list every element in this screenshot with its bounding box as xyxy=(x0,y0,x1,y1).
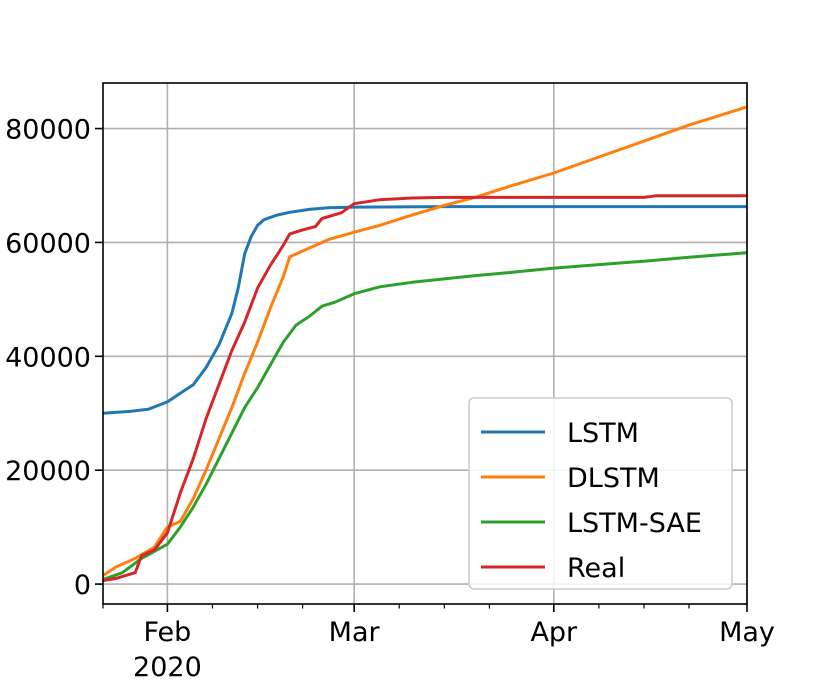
x-tick-label: Feb xyxy=(143,617,191,648)
x-tick-label: Apr xyxy=(530,617,578,648)
y-tick-label: 20000 xyxy=(5,456,91,487)
y-tick-label: 40000 xyxy=(5,342,91,373)
y-tick-label: 60000 xyxy=(5,228,91,259)
y-axis: 0 20000 40000 60000 80000 xyxy=(5,115,103,601)
series-line-real xyxy=(103,194,747,583)
y-tick-label: 0 xyxy=(74,570,91,601)
series-lines xyxy=(103,105,747,583)
plot-frame xyxy=(102,82,748,605)
x-axis: Feb 2020 Mar Apr May xyxy=(102,604,775,683)
series-line-lstm xyxy=(103,205,747,415)
x-tick-label: May xyxy=(719,617,775,648)
legend-label: LSTM xyxy=(567,418,639,449)
legend-label: DLSTM xyxy=(567,463,660,494)
legend-label: Real xyxy=(567,553,625,584)
x-tick-sublabel: 2020 xyxy=(133,652,202,683)
legend: LSTM DLSTM LSTM-SAE Real xyxy=(468,397,733,590)
series-line-dlstm xyxy=(103,105,747,577)
legend-box xyxy=(468,397,733,590)
grid-lines xyxy=(103,83,748,604)
series-line-lstm-sae xyxy=(103,251,747,581)
y-tick-label: 80000 xyxy=(5,115,91,146)
x-tick-label: Mar xyxy=(329,617,381,648)
legend-label: LSTM-SAE xyxy=(567,508,702,539)
